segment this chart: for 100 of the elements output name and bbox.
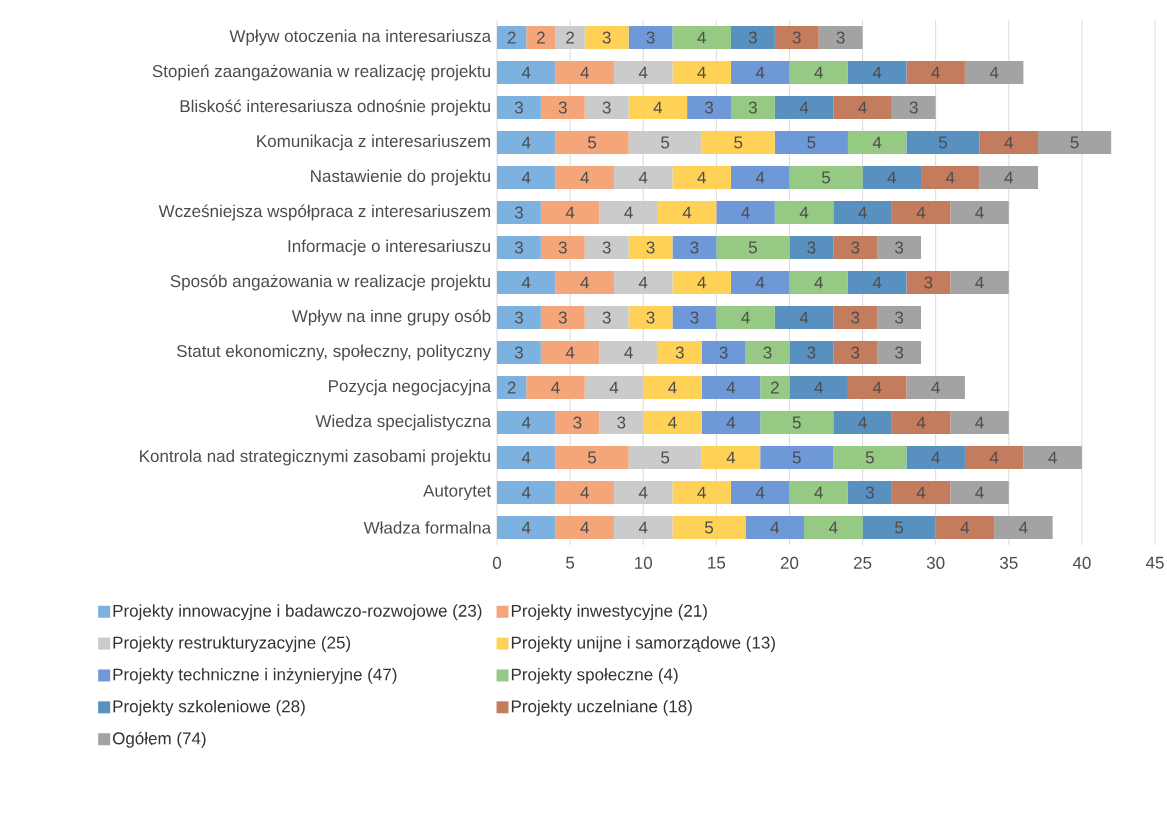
data-label: 3 [646, 31, 655, 44]
bar [497, 96, 541, 119]
data-label: 5 [704, 521, 714, 534]
data-label: 3 [573, 416, 582, 429]
bar [818, 26, 863, 49]
x-tick-label: 10 [635, 556, 653, 569]
data-label: 4 [931, 66, 940, 79]
bar [789, 376, 848, 399]
bar [877, 341, 922, 364]
legend-label: Projekty społeczne (4) [511, 668, 678, 684]
bar [555, 61, 614, 84]
data-label: 4 [697, 171, 706, 184]
bar [745, 516, 805, 540]
bar [789, 236, 834, 259]
bar [687, 96, 731, 119]
y-tick-label: Stopień zaangażowania w realizację projektu [152, 64, 490, 81]
bar [833, 341, 878, 364]
data-label: 4 [814, 381, 823, 394]
data-label: 3 [895, 241, 904, 254]
bar [657, 201, 717, 224]
data-label: 3 [748, 101, 757, 114]
bar [599, 201, 658, 224]
bar [584, 376, 644, 399]
x-tick-label: 35 [999, 556, 1018, 569]
data-label: 3 [748, 31, 757, 44]
y-tick-label: Autorytet [423, 484, 491, 501]
bar [906, 446, 965, 469]
data-label: 4 [770, 521, 780, 534]
bar [833, 446, 907, 469]
data-label: 2 [566, 31, 574, 44]
data-label: 4 [814, 276, 823, 289]
data-label: 4 [872, 66, 882, 79]
data-label: 4 [858, 101, 867, 114]
bar [964, 61, 1024, 84]
data-label: 4 [814, 66, 823, 79]
data-label: 4 [975, 206, 984, 219]
data-label: 4 [975, 276, 984, 289]
data-label: 3 [895, 346, 904, 359]
bar [921, 166, 980, 189]
data-label: 5 [588, 451, 597, 464]
data-label: 4 [521, 416, 531, 429]
bar [672, 166, 731, 189]
data-label: 3 [807, 346, 816, 359]
bar [906, 61, 965, 84]
data-label: 2 [537, 31, 545, 44]
data-label: 4 [1048, 451, 1057, 464]
data-label: 4 [521, 451, 531, 464]
data-label: 4 [580, 276, 589, 289]
bar [497, 411, 556, 434]
bar [877, 236, 922, 259]
bar [774, 131, 848, 154]
bar [833, 96, 892, 119]
bar [716, 201, 775, 224]
data-label: 4 [697, 486, 706, 499]
bar [672, 481, 731, 505]
data-label: 4 [1004, 136, 1014, 149]
data-label: 3 [646, 241, 655, 254]
data-label: 3 [865, 486, 874, 499]
data-label: 4 [551, 381, 560, 394]
bar [613, 61, 673, 84]
data-label: 4 [975, 486, 984, 499]
bar [833, 236, 878, 259]
data-label: 4 [580, 521, 589, 534]
y-tick-label: Komunikacja z interesariuszem [257, 134, 490, 151]
bar [555, 166, 614, 189]
data-label: 5 [1070, 136, 1079, 149]
data-label: 4 [858, 416, 867, 429]
bar [643, 376, 702, 399]
data-label: 4 [872, 136, 882, 149]
data-label: 4 [609, 381, 619, 394]
data-label: 4 [872, 276, 882, 289]
data-label: 3 [719, 346, 728, 359]
bar [891, 201, 951, 224]
bar [804, 516, 863, 540]
data-label: 3 [895, 311, 904, 324]
bar [672, 236, 717, 259]
data-label: 4 [741, 311, 750, 324]
bar [540, 236, 585, 259]
legend-label: Ogółem (74) [112, 731, 206, 748]
data-label: 4 [638, 66, 648, 79]
legend-label: Projekty inwestycyjne (21) [511, 604, 707, 621]
data-label: 3 [514, 101, 523, 114]
bar [701, 411, 761, 434]
data-label: 4 [580, 171, 589, 184]
bar [555, 516, 614, 540]
bar [789, 481, 848, 505]
data-label: 4 [858, 206, 867, 219]
bar [555, 131, 629, 154]
bar [774, 306, 834, 329]
legend-label: Projekty uczelniane (18) [511, 699, 692, 716]
data-label: 3 [690, 241, 699, 254]
bar [789, 271, 848, 294]
bar [847, 376, 907, 399]
bar [555, 446, 629, 469]
bar [497, 236, 541, 259]
bar [847, 271, 907, 294]
legend-label: Projekty szkoleniowe (28) [113, 699, 305, 716]
bar [497, 446, 556, 469]
data-label: 5 [588, 136, 597, 149]
data-label: 5 [661, 136, 670, 149]
